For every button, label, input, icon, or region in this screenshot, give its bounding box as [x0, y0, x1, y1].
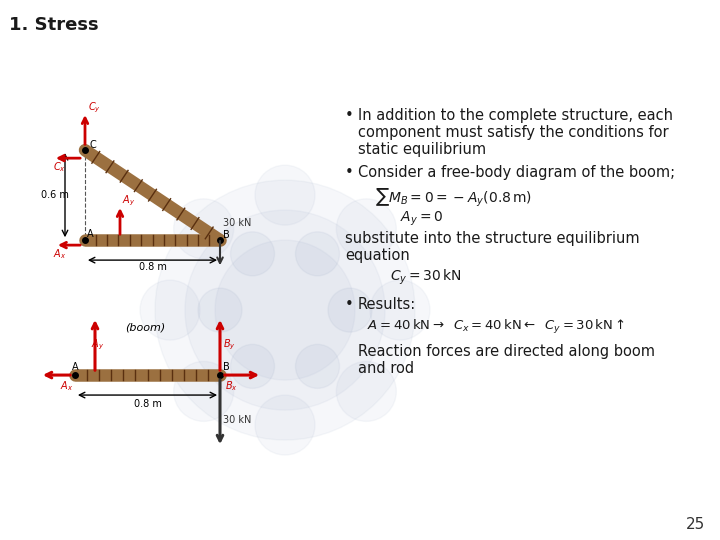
Text: 0.8 m: 0.8 m — [134, 399, 161, 409]
Text: Results:: Results: — [358, 297, 416, 312]
Circle shape — [370, 280, 430, 340]
Text: equation: equation — [345, 248, 410, 263]
Text: (boom): (boom) — [125, 322, 166, 332]
Text: 30 kN: 30 kN — [223, 218, 251, 228]
Text: •: • — [345, 165, 354, 180]
Text: 0.8 m: 0.8 m — [138, 262, 166, 272]
Text: $C_y$: $C_y$ — [88, 100, 101, 115]
Text: static equilibrium: static equilibrium — [358, 142, 486, 157]
Circle shape — [336, 361, 396, 421]
Text: $A_x$: $A_x$ — [53, 247, 66, 261]
Circle shape — [198, 288, 242, 332]
Text: A: A — [72, 362, 78, 372]
Text: C: C — [89, 140, 96, 150]
Circle shape — [140, 280, 200, 340]
Text: A: A — [87, 229, 94, 239]
Circle shape — [174, 361, 234, 421]
Text: In addition to the complete structure, each: In addition to the complete structure, e… — [358, 108, 673, 123]
Circle shape — [328, 288, 372, 332]
Text: $B_x$: $B_x$ — [225, 379, 238, 393]
Circle shape — [295, 232, 340, 276]
Circle shape — [155, 180, 415, 440]
Text: $A_y = 0$: $A_y = 0$ — [400, 210, 444, 228]
Text: component must satisfy the conditions for: component must satisfy the conditions fo… — [358, 125, 669, 140]
Circle shape — [174, 199, 234, 259]
Text: •: • — [345, 297, 354, 312]
Text: $B_y$: $B_y$ — [223, 338, 235, 352]
Text: $A = 40\,\mathrm{kN} \rightarrow \;\; C_x = 40\,\mathrm{kN} \leftarrow \;\; C_y : $A = 40\,\mathrm{kN} \rightarrow \;\; C_… — [367, 318, 626, 336]
Text: B: B — [223, 230, 230, 240]
Circle shape — [295, 345, 340, 388]
Text: 30 kN: 30 kN — [223, 415, 251, 425]
Text: $A_y$: $A_y$ — [91, 338, 104, 352]
Text: Component Free-Body Diagram: Component Free-Body Diagram — [9, 60, 377, 80]
Text: 0.6 m: 0.6 m — [41, 190, 69, 200]
Text: and rod: and rod — [358, 361, 414, 376]
Text: •: • — [345, 108, 354, 123]
Circle shape — [215, 240, 355, 380]
Text: Reaction forces are directed along boom: Reaction forces are directed along boom — [358, 344, 655, 359]
Circle shape — [230, 232, 274, 276]
Circle shape — [185, 210, 385, 410]
Text: $C_x$: $C_x$ — [53, 160, 66, 174]
Circle shape — [336, 199, 396, 259]
Text: $C_y = 30\,\mathrm{kN}$: $C_y = 30\,\mathrm{kN}$ — [390, 268, 462, 287]
Text: substitute into the structure equilibrium: substitute into the structure equilibriu… — [345, 231, 639, 246]
Text: 25: 25 — [685, 517, 705, 532]
Text: $\sum M_B = 0 = -A_y(0.8\,\mathrm{m})$: $\sum M_B = 0 = -A_y(0.8\,\mathrm{m})$ — [375, 187, 532, 210]
Circle shape — [230, 345, 274, 388]
Text: 1. Stress: 1. Stress — [9, 16, 98, 34]
Text: B: B — [223, 362, 230, 372]
Text: Consider a free-body diagram of the boom;: Consider a free-body diagram of the boom… — [358, 165, 675, 180]
Circle shape — [255, 395, 315, 455]
Text: $A_x$: $A_x$ — [60, 379, 73, 393]
Circle shape — [255, 165, 315, 225]
Text: $A_y$: $A_y$ — [122, 193, 135, 208]
